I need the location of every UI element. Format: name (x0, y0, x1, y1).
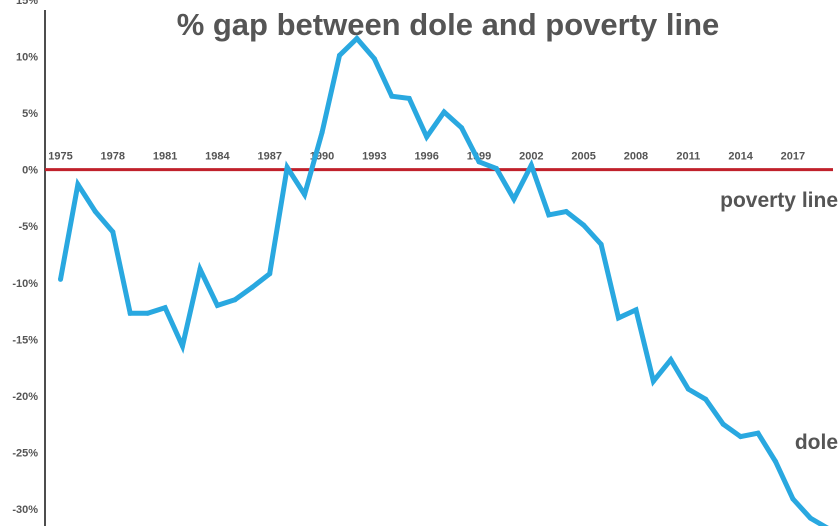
data-point-1993 (371, 56, 377, 62)
data-point-1981 (162, 305, 168, 311)
dole-series-points (58, 36, 829, 526)
data-point-1980 (145, 310, 151, 316)
data-point-2005 (581, 222, 587, 228)
data-point-1991 (337, 52, 342, 58)
data-point-2006 (598, 241, 604, 247)
x-tick-label: 1987 (257, 151, 281, 163)
data-point-2003 (546, 212, 552, 218)
data-point-1978 (110, 229, 116, 235)
data-point-2009 (650, 378, 656, 384)
x-tick-label: 1984 (205, 151, 230, 163)
data-point-2011 (685, 386, 691, 392)
data-point-2015 (755, 430, 761, 436)
data-point-1979 (127, 310, 133, 316)
x-tick-label: 1981 (153, 151, 177, 163)
data-point-1977 (92, 209, 98, 214)
data-point-2017 (790, 496, 796, 502)
data-point-1994 (389, 93, 395, 99)
x-tick-label: 1978 (101, 151, 125, 163)
data-point-2000 (493, 166, 499, 171)
x-tick-label: 1993 (362, 151, 386, 163)
data-point-1996 (424, 134, 430, 140)
y-tick-label: 15% (16, 0, 38, 7)
data-point-2018 (807, 515, 813, 521)
y-axis-ticks: 15% 10% 5% 0% -5% -10% -15% -20% -25% -30% (12, 0, 38, 516)
data-point-2014 (738, 434, 744, 440)
x-tick-label: 2014 (728, 151, 753, 163)
data-point-2016 (773, 459, 778, 464)
x-tick-label: 2005 (571, 151, 595, 163)
poverty-line-label: poverty line (720, 189, 838, 212)
x-tick-label: 2011 (676, 151, 700, 163)
data-point-2004 (563, 209, 569, 214)
data-point-1986 (249, 284, 255, 290)
x-tick-label: 2017 (781, 151, 805, 163)
y-tick-label: -15% (12, 334, 38, 346)
x-tick-label: 2002 (519, 151, 543, 163)
y-tick-label: -30% (12, 504, 38, 516)
x-tick-label: 2008 (624, 151, 648, 163)
data-point-1984 (214, 302, 220, 308)
data-point-2007 (616, 315, 621, 321)
data-point-1985 (232, 297, 238, 303)
y-tick-label: 10% (16, 52, 38, 64)
data-point-1987 (267, 271, 273, 277)
y-tick-label: -25% (12, 447, 38, 459)
data-point-2002 (528, 162, 534, 168)
data-point-1975 (58, 276, 63, 282)
y-tick-label: -5% (18, 221, 38, 233)
data-point-1995 (406, 95, 412, 101)
data-point-1999 (476, 159, 482, 165)
data-point-1988 (284, 164, 290, 170)
data-point-2013 (720, 421, 726, 427)
data-point-1982 (180, 343, 185, 349)
data-point-2010 (668, 357, 674, 363)
data-point-1989 (302, 192, 308, 198)
data-point-2008 (633, 307, 639, 313)
data-point-1992 (354, 36, 360, 41)
data-point-1983 (197, 266, 203, 272)
y-tick-label: 0% (22, 165, 38, 177)
x-tick-label: 1996 (414, 151, 438, 163)
y-tick-label: -20% (12, 391, 38, 403)
x-axis-ticks: 1975 1978 1981 1984 1987 1990 1993 1996 1999 2002… (48, 151, 805, 163)
y-tick-label: -10% (12, 278, 38, 290)
data-point-1997 (441, 109, 447, 115)
y-tick-label: 5% (22, 108, 38, 120)
data-point-1990 (319, 129, 325, 135)
chart-title: % gap between dole and poverty line (177, 7, 720, 42)
dole-series-label: dole (795, 431, 838, 454)
x-tick-label: 1975 (48, 151, 72, 163)
data-point-1976 (75, 181, 81, 187)
data-point-2001 (511, 196, 517, 202)
data-point-2012 (703, 396, 709, 402)
data-point-1998 (459, 125, 465, 131)
